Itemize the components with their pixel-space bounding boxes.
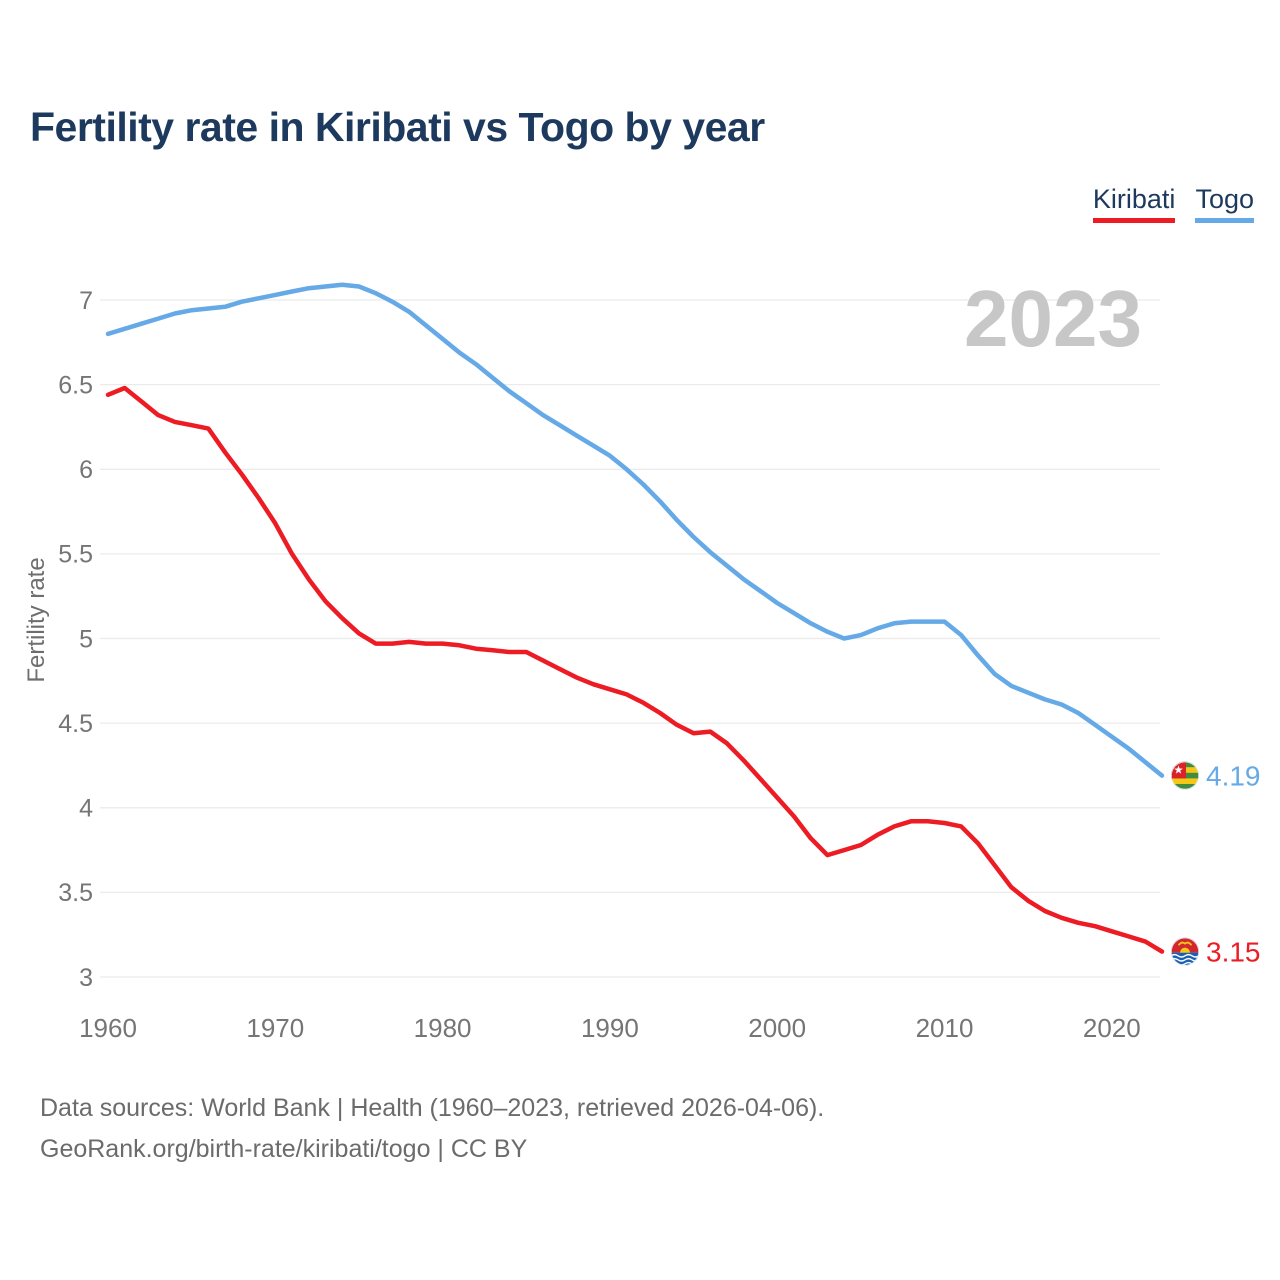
data-sources-text: Data sources: World Bank | Health (1960–… [40,1094,825,1122]
y-tick-label: 3.5 [58,879,93,907]
togo-flag-icon [1171,761,1199,790]
x-tick-label: 2010 [916,1013,974,1043]
togo-end-value-label: 4.19 [1206,760,1261,791]
y-tick-label: 4.5 [58,710,93,738]
y-tick-label: 6 [79,456,93,484]
y-tick-label: 7 [79,287,93,315]
y-tick-label: 3 [79,964,93,992]
x-tick-label: 2000 [748,1013,806,1043]
attribution-text: GeoRank.org/birth-rate/kiribati/togo | C… [40,1135,528,1163]
page-title: Fertility rate in Kiribati vs Togo by ye… [30,104,765,150]
footer: Data sources: World Bank | Health (1960–… [40,1088,824,1170]
watermark-year: 2023 [964,274,1142,363]
y-tick-label: 5.5 [58,541,93,569]
legend-item-togo[interactable]: Togo [1195,184,1254,223]
x-axis-tick-labels: 1960 1970 1980 1990 2000 2010 2020 [79,1013,1141,1043]
x-tick-label: 1980 [414,1013,472,1043]
legend-item-kiribati[interactable]: Kiribati [1092,184,1176,223]
x-tick-label: 1970 [246,1013,304,1043]
gridlines [100,299,1160,978]
kiribati-end-value-label: 3.15 [1206,936,1261,967]
legend: Kiribati Togo [1092,184,1254,223]
kiribati-flag-icon [1171,937,1199,966]
x-tick-label: 1990 [581,1013,639,1043]
kiribati-line [105,385,1165,954]
x-tick-label: 1960 [79,1013,137,1043]
y-tick-label: 4 [79,795,93,823]
togo-line [105,282,1165,778]
x-tick-label: 2020 [1083,1013,1141,1043]
y-tick-label: 5 [79,625,93,653]
y-tick-label: 6.5 [58,371,93,399]
y-axis-tick-labels: 7 6.5 6 5.5 5 4.5 4 3.5 3 [58,287,93,992]
y-axis-title: Fertility rate [23,557,50,682]
